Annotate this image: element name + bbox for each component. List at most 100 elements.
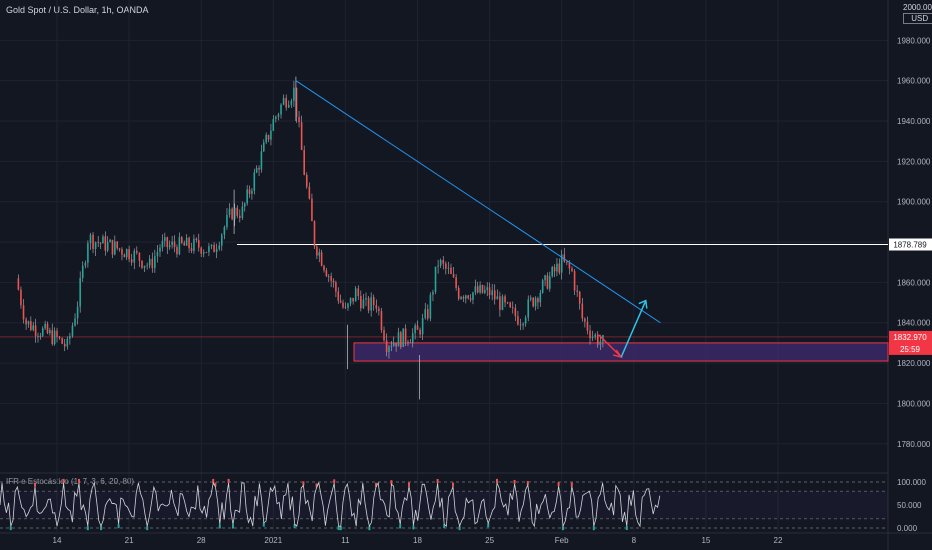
candle-body — [367, 298, 370, 311]
candle-body — [599, 341, 602, 345]
candle-body — [360, 296, 362, 309]
candle-body — [445, 263, 447, 269]
candle-body — [397, 332, 400, 347]
candle-body — [94, 242, 97, 249]
candle-body — [474, 286, 477, 293]
osc-overbought-mark — [78, 478, 80, 483]
candle-body — [17, 278, 20, 290]
level-label-bg — [889, 238, 932, 251]
candle-body — [388, 346, 390, 352]
candle-body — [325, 270, 328, 277]
candle-body — [243, 203, 246, 207]
candle-body — [347, 303, 349, 308]
osc-oversold-mark — [262, 522, 265, 527]
candle-body — [455, 277, 457, 288]
candle-body — [303, 150, 305, 175]
candle-body — [365, 298, 367, 300]
candle-body — [571, 268, 573, 272]
candle-body — [484, 289, 486, 293]
candle-body — [530, 297, 532, 300]
candle-body — [44, 323, 46, 329]
candle-body — [121, 249, 123, 255]
candle-body — [375, 305, 378, 309]
candle-body — [111, 239, 114, 255]
candle-body — [295, 87, 298, 117]
axis-currency[interactable]: 2000.000 USD — [903, 3, 932, 24]
candle-body — [208, 246, 210, 253]
candle-body — [476, 286, 479, 293]
candle-body — [241, 206, 244, 218]
currency-badge[interactable]: USD — [903, 13, 932, 24]
osc-overbought-mark — [214, 482, 217, 487]
oscillator-label[interactable]: IFR e Estocástico (1, 7, 3, 6, 20, 80) — [6, 477, 135, 486]
candle-body — [469, 298, 472, 300]
candle-body — [76, 306, 79, 319]
candle-body — [504, 296, 506, 303]
candle-body — [499, 296, 501, 310]
level-label: 1878.789 — [893, 240, 927, 249]
candle-body — [311, 198, 313, 222]
candle-body — [81, 265, 84, 278]
x-tick-label: 28 — [197, 536, 206, 545]
candle-body — [409, 342, 412, 344]
candle-body — [20, 289, 22, 306]
candle-body — [488, 287, 491, 296]
candle-body — [385, 340, 388, 352]
candle-body — [337, 291, 340, 301]
candle-body — [178, 237, 181, 255]
osc-tick-label: 100.000 — [897, 478, 926, 487]
candle-body — [161, 240, 164, 248]
candle-body — [432, 291, 434, 295]
candle-body — [514, 307, 517, 317]
candle-body — [354, 288, 357, 302]
candle-body — [185, 237, 188, 246]
candle-body — [61, 338, 63, 344]
candle-body — [491, 290, 493, 296]
y-tick-label: 1960.000 — [897, 77, 931, 86]
candle-body — [594, 334, 596, 337]
y-tick-label: 1980.000 — [897, 36, 931, 45]
osc-overbought-mark — [212, 478, 215, 483]
osc-oversold-mark — [339, 526, 342, 531]
candle-body — [308, 186, 311, 199]
candle-body — [195, 238, 198, 241]
osc-oversold-mark — [368, 526, 371, 531]
candle-body — [447, 267, 450, 269]
support-zone — [353, 342, 889, 362]
candle-body — [300, 122, 303, 151]
candle-body — [215, 248, 218, 253]
candle-body — [168, 245, 171, 248]
candle-body — [84, 262, 87, 266]
y-tick-label: 1900.000 — [897, 198, 931, 207]
candle-body — [411, 333, 414, 343]
osc-band — [0, 491, 888, 519]
y-tick-label: 1820.000 — [897, 359, 931, 368]
candle-body — [511, 307, 514, 309]
candle-body — [159, 247, 161, 252]
osc-overbought-mark — [34, 482, 36, 487]
price-label: 1832.970 — [893, 333, 927, 342]
osc-tick-label: 0.000 — [897, 524, 918, 533]
projection-arrow-up — [620, 300, 647, 358]
candle-body — [46, 323, 49, 334]
price-label-bg — [889, 330, 932, 355]
candle-body — [568, 262, 571, 269]
candle-body — [228, 208, 231, 215]
candle-body — [74, 318, 76, 326]
candle-body — [202, 252, 205, 254]
osc-oversold-mark — [218, 524, 221, 529]
candle-body — [25, 319, 27, 325]
osc-oversold-mark — [443, 524, 446, 529]
candle-body — [255, 167, 258, 173]
candle-body — [71, 325, 74, 336]
candle-body — [176, 247, 178, 255]
osc-oversold-mark — [9, 526, 12, 531]
candle-body — [524, 317, 527, 324]
candle-body — [534, 298, 537, 307]
x-tick-label: 25 — [485, 536, 494, 545]
candle-body — [586, 321, 589, 331]
candle-body — [298, 116, 300, 123]
osc-oversold-mark — [592, 526, 595, 531]
arrow-up-head — [638, 299, 648, 309]
